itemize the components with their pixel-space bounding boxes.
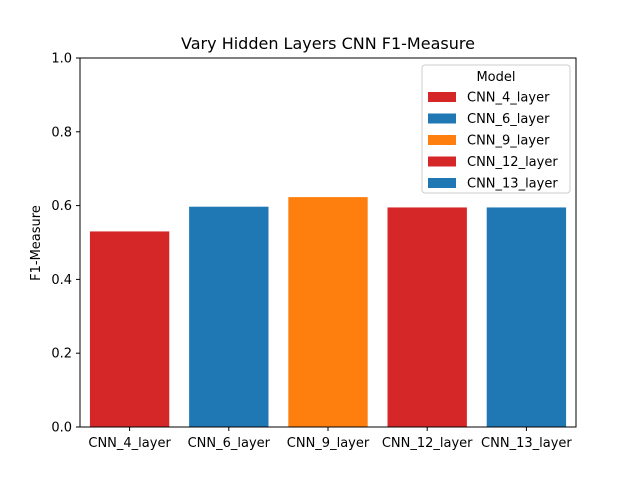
x-tick-label: CNN_12_layer (382, 436, 473, 451)
y-tick-label: 0.2 (51, 347, 72, 362)
chart-title: Vary Hidden Layers CNN F1-Measure (181, 34, 475, 53)
legend-swatch (428, 113, 456, 124)
x-tick-label: CNN_4_layer (88, 436, 171, 451)
x-tick-label: CNN_6_layer (188, 436, 271, 451)
bar-CNN_9_layer (288, 197, 368, 427)
legend-swatch (428, 92, 456, 102)
y-tick-label: 0.0 (51, 421, 72, 436)
y-axis-label: F1-Measure (29, 205, 44, 281)
x-tick-label: CNN_9_layer (287, 436, 370, 451)
legend-entry: CNN_12_layer (467, 155, 558, 170)
bar-CNN_13_layer (486, 207, 567, 427)
legend-swatch (428, 135, 456, 145)
x-tick-label: CNN_13_layer (481, 436, 572, 451)
legend-entry: CNN_4_layer (467, 91, 550, 106)
y-tick-label: 0.8 (51, 125, 72, 140)
legend-box (421, 64, 571, 194)
legend-entry: CNN_6_layer (467, 112, 550, 127)
bar-CNN_12_layer (387, 207, 467, 427)
legend: Model CNN_4_layer CNN_6_layer CNN_9_layer CN… (421, 64, 571, 194)
y-tick-label: 0.4 (51, 273, 72, 288)
legend-swatch (428, 178, 456, 188)
y-tick-label: 0.6 (51, 199, 72, 214)
legend-title: Model (476, 70, 515, 85)
legend-entry: CNN_13_layer (467, 177, 558, 192)
plot-area: 0.0 0.2 0.4 0.6 0.8 1.0 CNN_4_layer CNN_6_layer… (51, 52, 577, 451)
legend-swatch (428, 156, 456, 167)
y-tick-label: 1.0 (51, 52, 72, 67)
legend-entry: CNN_9_layer (467, 134, 550, 149)
bar-CNN_6_layer (189, 206, 269, 427)
bar-CNN_4_layer (89, 231, 170, 427)
